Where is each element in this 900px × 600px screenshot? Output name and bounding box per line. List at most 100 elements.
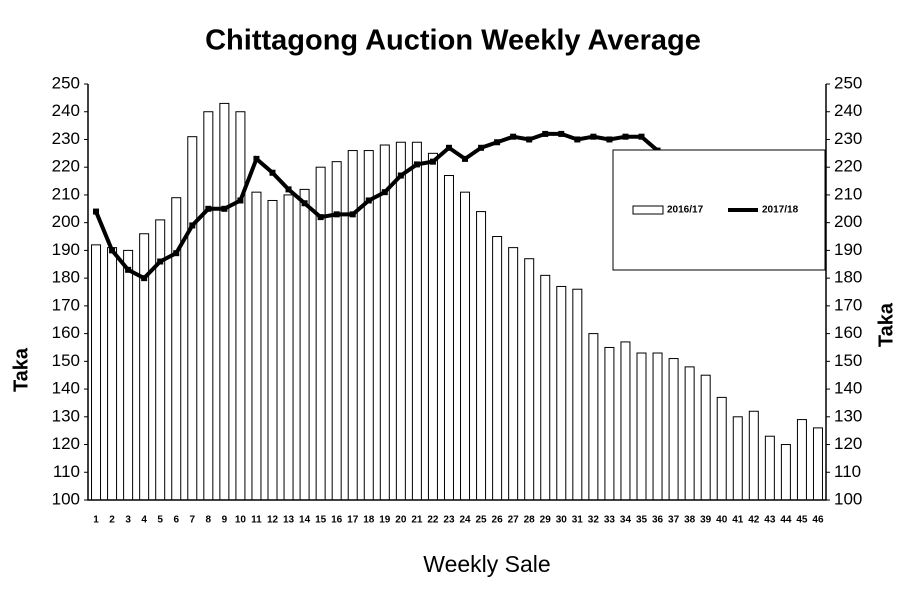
bar [395, 141, 406, 501]
y2-tick-label: 200 [834, 212, 862, 231]
bar [716, 396, 727, 501]
x-tick-label: 5 [157, 515, 163, 526]
line-marker [381, 189, 388, 196]
bar [299, 188, 310, 501]
bar [764, 435, 775, 501]
x-tick-label: 40 [716, 515, 728, 526]
y2-tick-label: 230 [834, 129, 862, 148]
x-tick-label: 23 [443, 515, 455, 526]
x-tick-label: 38 [684, 515, 696, 526]
x-tick-label: 29 [540, 515, 552, 526]
y-tick-label: 110 [53, 462, 80, 481]
bar [652, 352, 663, 501]
x-tick-label: 4 [141, 515, 147, 526]
line-marker [93, 208, 100, 215]
bar [540, 274, 551, 501]
y2-tick-label: 130 [834, 406, 862, 425]
y2-tick-label: 160 [834, 323, 862, 342]
x-tick-label: 41 [732, 515, 744, 526]
x-tick-label: 18 [363, 515, 375, 526]
x-tick-label: 36 [652, 515, 664, 526]
line-marker [237, 197, 244, 204]
line-marker [638, 133, 645, 140]
y-tick-label: 200 [52, 212, 80, 231]
line-marker [574, 136, 581, 143]
y-tick-label: 170 [52, 295, 80, 314]
bar [812, 427, 823, 501]
bar [620, 341, 631, 501]
x-tick-label: 7 [190, 515, 196, 526]
line-marker [221, 205, 228, 212]
x-tick-label: 35 [636, 515, 648, 526]
bar [443, 175, 454, 501]
bar [283, 194, 294, 501]
y-tick-label: 130 [52, 406, 80, 425]
bar [203, 111, 214, 501]
line-marker [558, 130, 565, 137]
bar [604, 346, 615, 501]
x-tick-label: 45 [796, 515, 808, 526]
x-tick-label: 21 [411, 515, 423, 526]
line-marker [590, 133, 597, 140]
x-tick-label: 15 [315, 515, 327, 526]
line-marker [317, 214, 324, 221]
bar [508, 247, 519, 501]
y2-tick-label: 110 [834, 462, 861, 481]
line-marker [510, 133, 517, 140]
bar [524, 258, 535, 501]
y2-tick-label: 120 [834, 434, 862, 453]
x-tick-label: 31 [572, 515, 584, 526]
x-tick-label: 39 [700, 515, 712, 526]
y-tick-label: 160 [52, 323, 80, 342]
x-tick-label: 17 [347, 515, 359, 526]
line-marker [365, 197, 372, 204]
x-tick-label: 12 [267, 515, 279, 526]
y-tick-label: 190 [52, 240, 80, 259]
y2-tick-label: 150 [834, 351, 862, 370]
bar [123, 249, 134, 501]
line-marker [205, 205, 212, 212]
x-axis-label: Weekly Sale [423, 551, 550, 577]
x-tick-label: 24 [459, 515, 471, 526]
y2-tick-label: 240 [834, 101, 862, 120]
bar [251, 191, 262, 501]
line-marker [413, 161, 420, 168]
x-tick-label: 13 [283, 515, 295, 526]
x-tick-label: 27 [508, 515, 520, 526]
bar [379, 144, 390, 501]
legend-label: 2016/17 [667, 205, 704, 216]
bar [91, 244, 102, 501]
bar [411, 141, 422, 501]
bar [796, 419, 807, 501]
line-marker [542, 130, 549, 137]
x-tick-label: 25 [476, 515, 488, 526]
x-tick-label: 32 [588, 515, 600, 526]
line-marker [397, 172, 404, 179]
line-marker [526, 136, 533, 143]
y-tick-label: 230 [52, 129, 80, 148]
line-marker [429, 158, 436, 165]
line-marker [173, 250, 180, 257]
x-tick-label: 33 [604, 515, 616, 526]
x-tick-label: 26 [492, 515, 504, 526]
y2-tick-label: 210 [834, 184, 862, 203]
bar [748, 410, 759, 501]
bar [668, 358, 679, 501]
line-marker [606, 136, 613, 143]
bar [107, 247, 118, 501]
bar [427, 152, 438, 501]
bar [187, 136, 198, 501]
line-marker [141, 275, 148, 282]
y-tick-label: 140 [52, 379, 80, 398]
y-tick-label: 210 [52, 184, 80, 203]
axis-frame [87, 84, 827, 501]
bar [572, 288, 583, 501]
bar [460, 191, 471, 501]
x-tick-label: 9 [222, 515, 228, 526]
line-marker [269, 169, 276, 176]
x-tick-label: 6 [173, 515, 179, 526]
y-axis-label: Taka [10, 347, 32, 392]
y-tick-label: 240 [52, 101, 80, 120]
y2-tick-label: 220 [834, 157, 862, 176]
bar [684, 366, 695, 501]
